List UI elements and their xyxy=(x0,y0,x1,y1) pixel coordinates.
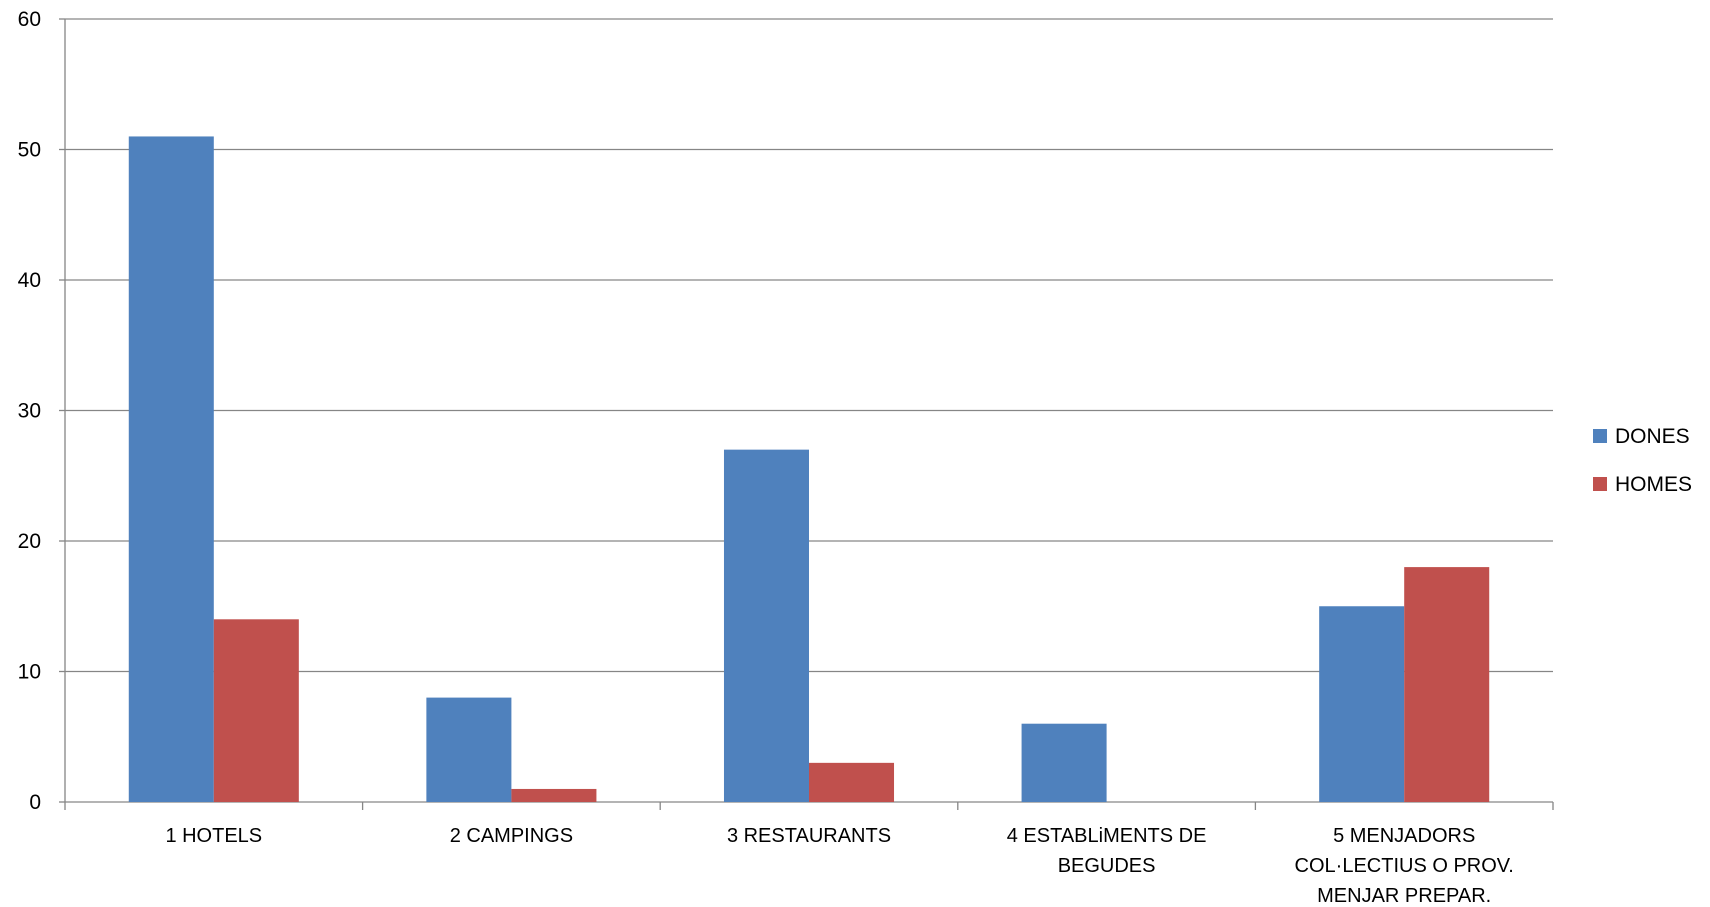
x-category-label: 4 ESTABLiMENTS DE xyxy=(1007,825,1207,847)
bar-dones-1 xyxy=(128,136,214,802)
legend-swatch-homes xyxy=(1593,477,1607,491)
y-tick-label: 60 xyxy=(18,8,41,31)
legend: DONES HOMES xyxy=(1593,425,1692,496)
x-category-label: BEGUDES xyxy=(1058,855,1156,877)
x-category-label: MENJAR PREPAR. xyxy=(1317,885,1491,907)
bars xyxy=(128,136,1490,802)
bar-homes-2 xyxy=(511,788,597,802)
bar-dones-5 xyxy=(1319,606,1405,802)
y-tick-label: 0 xyxy=(29,791,41,814)
y-tick-label: 30 xyxy=(18,400,41,423)
legend-label-homes: HOMES xyxy=(1615,473,1692,496)
y-tick-label: 50 xyxy=(18,139,41,162)
x-category-label: 5 MENJADORS xyxy=(1333,825,1475,847)
bar-dones-3 xyxy=(723,449,809,802)
x-category-label: COL·LECTIUS O PROV. xyxy=(1295,855,1514,877)
legend-label-dones: DONES xyxy=(1615,425,1690,448)
x-category-label: 3 RESTAURANTS xyxy=(727,825,891,847)
bar-homes-1 xyxy=(213,619,299,802)
bar-dones-2 xyxy=(426,697,512,802)
bar-homes-3 xyxy=(809,762,895,802)
x-category-label: 2 CAMPINGS xyxy=(450,825,573,847)
bar-dones-4 xyxy=(1021,723,1107,802)
legend-swatch-dones xyxy=(1593,429,1607,443)
gridlines xyxy=(65,18,1553,673)
y-tick-label: 20 xyxy=(18,530,41,553)
bar-homes-5 xyxy=(1404,567,1490,802)
y-tick-label: 40 xyxy=(18,269,41,292)
x-category-label: 1 HOTELS xyxy=(165,825,262,847)
x-category-labels: 1 HOTELS 2 CAMPINGS 3 RESTAURANTS 4 ESTABLi… xyxy=(165,825,1513,907)
y-tick-labels: 0 10 20 30 40 50 60 xyxy=(18,8,41,814)
y-tick-label: 10 xyxy=(18,661,41,684)
